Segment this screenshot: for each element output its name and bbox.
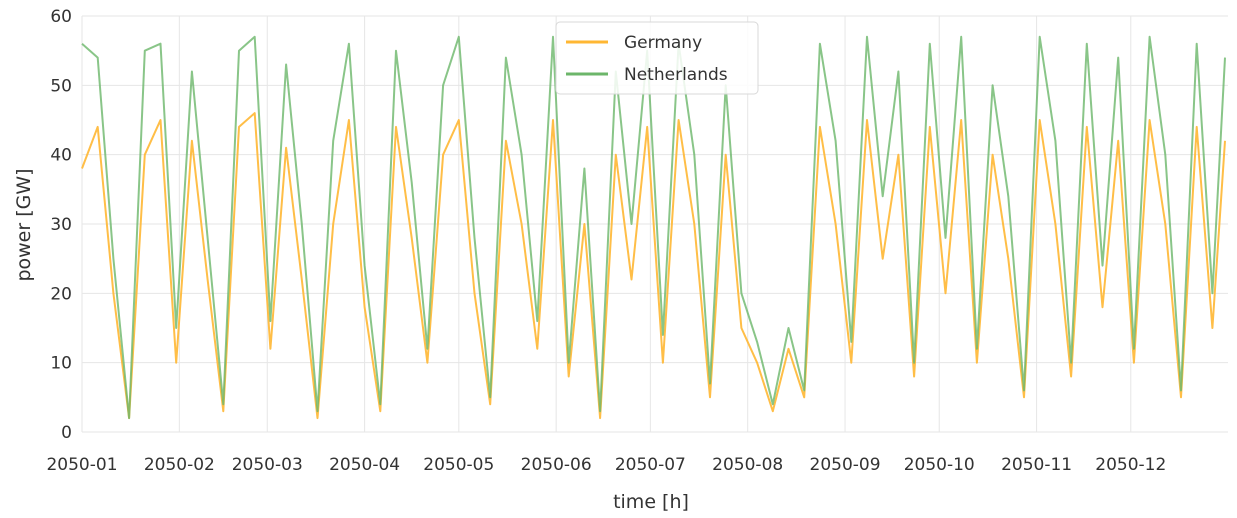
x-tick-label-8: 2050-09: [810, 455, 881, 475]
series-line-germany: [81, 112, 1226, 420]
x-tick-label-5: 2050-06: [521, 455, 592, 475]
y-tick-label-1: 10: [50, 354, 72, 374]
x-tick-label-9: 2050-10: [904, 455, 975, 475]
y-axis-ticks: 0 10 20 30 40 50 60: [50, 7, 72, 443]
x-tick-label-0: 2050-01: [46, 455, 117, 475]
legend: Germany Netherlands: [555, 21, 759, 95]
legend-label-netherlands: Netherlands: [624, 65, 728, 85]
x-axis-title: time [h]: [613, 491, 689, 513]
series-lines: [81, 35, 1226, 420]
x-tick-label-10: 2050-11: [1001, 455, 1072, 475]
x-tick-label-4: 2050-05: [423, 455, 494, 475]
y-tick-label-4: 40: [50, 146, 72, 166]
x-axis-ticks: 2050-01 2050-02 2050-03 2050-04 2050-05 2050-…: [46, 455, 1166, 475]
y-tick-label-2: 20: [50, 284, 72, 304]
y-tick-label-6: 60: [50, 7, 72, 27]
y-axis-title: power [GW]: [13, 168, 35, 281]
legend-box: [555, 21, 759, 95]
y-tick-label-3: 30: [50, 215, 72, 235]
series-line-netherlands: [81, 35, 1226, 420]
x-tick-label-11: 2050-12: [1095, 455, 1166, 475]
x-tick-label-6: 2050-07: [615, 455, 686, 475]
legend-label-germany: Germany: [624, 33, 702, 53]
x-tick-label-3: 2050-04: [329, 455, 400, 475]
y-tick-label-0: 0: [61, 423, 72, 443]
x-tick-label-7: 2050-08: [712, 455, 783, 475]
x-tick-label-2: 2050-03: [232, 455, 303, 475]
y-tick-label-5: 50: [50, 76, 72, 96]
x-tick-label-1: 2050-02: [144, 455, 215, 475]
